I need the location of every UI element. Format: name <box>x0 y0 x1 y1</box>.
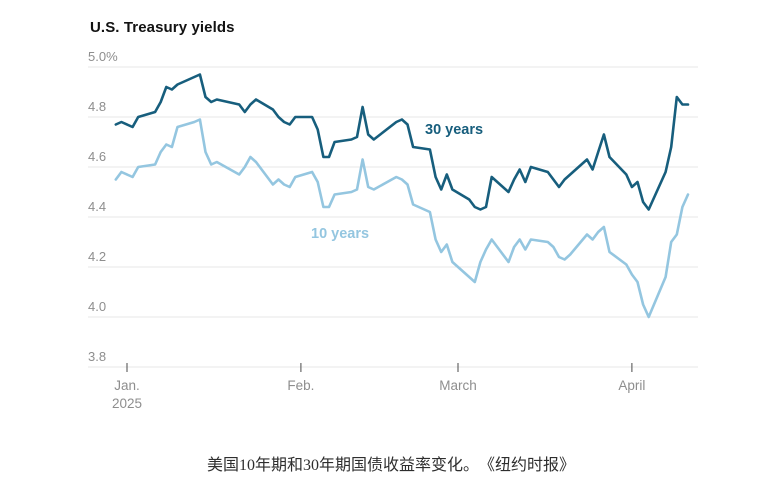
x-axis-tick-label: Jan. <box>114 378 140 393</box>
x-axis-tick-label: April <box>618 378 645 393</box>
line-10-years <box>114 118 690 319</box>
y-axis-tick-label: 4.0 <box>88 299 106 314</box>
figure-caption: 美国10年期和30年期国债收益率变化。 《纽约时报》 <box>206 457 575 474</box>
yields-line-chart: 5.0% 4.8 4.6 4.4 4.2 4.0 3.8 Jan. 2025 Feb. March A… <box>88 49 698 411</box>
x-axis-tick-label: Feb. <box>287 378 314 393</box>
y-axis-tick-label: 4.2 <box>88 249 106 264</box>
series-label-30-years: 30 years <box>425 122 483 138</box>
chart-title: U.S. Treasury yields <box>90 19 235 36</box>
x-axis-tick-label: March <box>439 378 477 393</box>
y-axis-tick-label: 4.4 <box>88 199 106 214</box>
y-axis-tick-label: 4.6 <box>88 149 106 164</box>
y-axis-tick-label: 3.8 <box>88 349 106 364</box>
series-label-10-years: 10 years <box>311 226 369 242</box>
y-axis-tick-label: 5.0% <box>88 49 118 64</box>
x-axis-year-label: 2025 <box>112 396 142 411</box>
y-axis-tick-label: 4.8 <box>88 99 106 114</box>
line-30-years <box>114 73 690 211</box>
